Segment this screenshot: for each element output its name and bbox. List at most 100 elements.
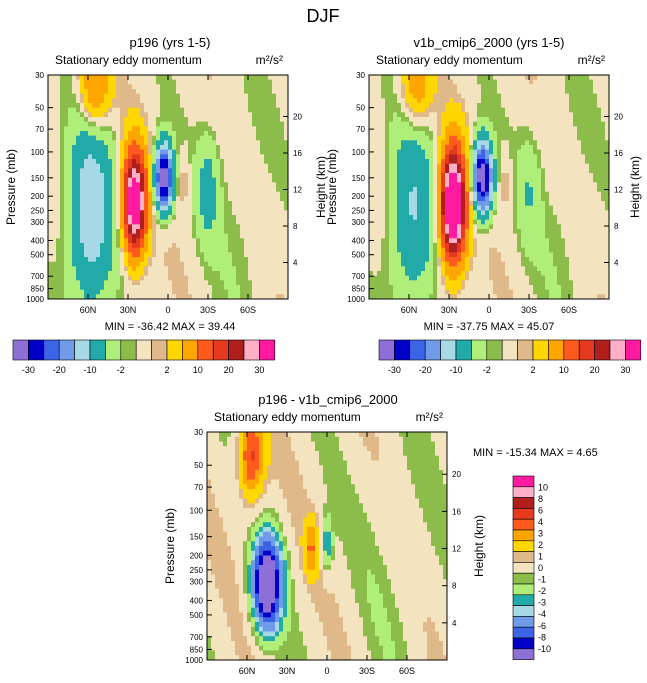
heatmap-cell <box>469 210 474 216</box>
heatmap-cell <box>204 145 209 151</box>
heatmap-cell <box>108 275 113 281</box>
heatmap-cell <box>232 261 237 267</box>
heatmap-cell <box>497 201 502 207</box>
heatmap-cell <box>473 107 478 113</box>
heatmap-cell <box>465 219 470 225</box>
heatmap-cell <box>248 145 253 151</box>
heatmap-cell <box>497 112 502 118</box>
heatmap-cell <box>124 210 129 216</box>
heatmap-cell <box>260 112 265 118</box>
heatmap-cell <box>421 196 426 202</box>
heatmap-cell <box>393 154 398 160</box>
heatmap-cell <box>389 177 394 183</box>
heatmap-cell <box>389 89 394 95</box>
heatmap-cell <box>100 257 105 263</box>
heatmap-cell <box>457 75 462 81</box>
heatmap-cell <box>373 163 378 169</box>
heatmap-cell <box>56 280 61 286</box>
heatmap-cell <box>453 191 458 197</box>
heatmap-cell <box>180 271 185 277</box>
heatmap-cell <box>68 177 73 183</box>
heatmap-cell <box>373 149 378 155</box>
heatmap-cell <box>216 168 221 174</box>
heatmap-cell <box>533 219 538 225</box>
heatmap-cell <box>128 271 133 277</box>
heatmap-cell <box>100 79 105 85</box>
heatmap-cell <box>160 121 165 127</box>
heatmap-cell <box>188 154 193 160</box>
heatmap-cell <box>92 135 97 141</box>
heatmap-cell <box>373 131 378 137</box>
heatmap-cell <box>176 275 181 281</box>
heatmap-cell <box>188 75 193 81</box>
heatmap-cell <box>84 159 89 165</box>
heatmap-cell <box>172 224 177 230</box>
heatmap-cell <box>469 168 474 174</box>
heatmap-cell <box>565 75 570 81</box>
heatmap-cell <box>248 196 253 202</box>
heatmap-cell <box>445 173 450 179</box>
heatmap-cell <box>561 191 566 197</box>
heatmap-cell <box>176 247 181 253</box>
heatmap-cell <box>104 229 109 235</box>
heatmap-cell <box>369 98 374 104</box>
heatmap-cell <box>417 196 422 202</box>
heatmap-cell <box>108 210 113 216</box>
heatmap-cell <box>469 215 474 221</box>
heatmap-cell <box>577 107 582 113</box>
heatmap-cell <box>497 205 502 211</box>
heatmap-cell <box>200 196 205 202</box>
heatmap-cell <box>369 205 374 211</box>
heatmap-cell <box>56 163 61 169</box>
heatmap-cell <box>569 149 574 155</box>
heatmap-cell <box>252 145 257 151</box>
heatmap-cell <box>513 121 518 127</box>
heatmap-cell <box>509 205 514 211</box>
heatmap-cell <box>537 107 542 113</box>
heatmap-cell <box>397 79 402 85</box>
heatmap-cell <box>421 145 426 151</box>
heatmap-cell <box>513 117 518 123</box>
heatmap-cell <box>268 117 273 123</box>
heatmap-cell <box>132 121 137 127</box>
heatmap-cell <box>521 93 526 99</box>
heatmap-cell <box>200 149 205 155</box>
heatmap-cell <box>465 126 470 132</box>
heatmap-cell <box>148 84 153 90</box>
heatmap-cell <box>160 280 165 286</box>
heatmap-cell <box>389 224 394 230</box>
heatmap-cell <box>433 201 438 207</box>
heatmap-cell <box>148 135 153 141</box>
heatmap-cell <box>557 89 562 95</box>
heatmap-cell <box>280 126 285 132</box>
heatmap-cell <box>405 224 410 230</box>
heatmap-cell <box>164 103 169 109</box>
heatmap-cell <box>377 112 382 118</box>
heatmap-cell <box>212 261 217 267</box>
heatmap-cell <box>509 93 514 99</box>
heatmap-cell <box>569 121 574 127</box>
heatmap-cell <box>132 173 137 179</box>
heatmap-cell <box>208 79 213 85</box>
heatmap-cell <box>152 215 157 221</box>
heatmap-cell <box>581 103 586 109</box>
heatmap-cell <box>493 75 498 81</box>
heatmap-cell <box>240 219 245 225</box>
heatmap-cell <box>72 84 77 90</box>
heatmap-cell <box>276 224 281 230</box>
heatmap-cell <box>220 140 225 146</box>
heatmap-cell <box>457 159 462 165</box>
heatmap-cell <box>92 112 97 118</box>
heatmap-cell <box>172 98 177 104</box>
heatmap-cell <box>244 93 249 99</box>
heatmap-cell <box>517 163 522 169</box>
heatmap-cell <box>192 163 197 169</box>
heatmap-cell <box>80 145 85 151</box>
heatmap-cell <box>100 294 105 300</box>
heatmap-cell <box>276 107 281 113</box>
heatmap-cell <box>433 168 438 174</box>
heatmap-cell <box>497 215 502 221</box>
heatmap-cell <box>128 275 133 281</box>
heatmap-cell <box>156 261 161 267</box>
heatmap-cell <box>104 79 109 85</box>
